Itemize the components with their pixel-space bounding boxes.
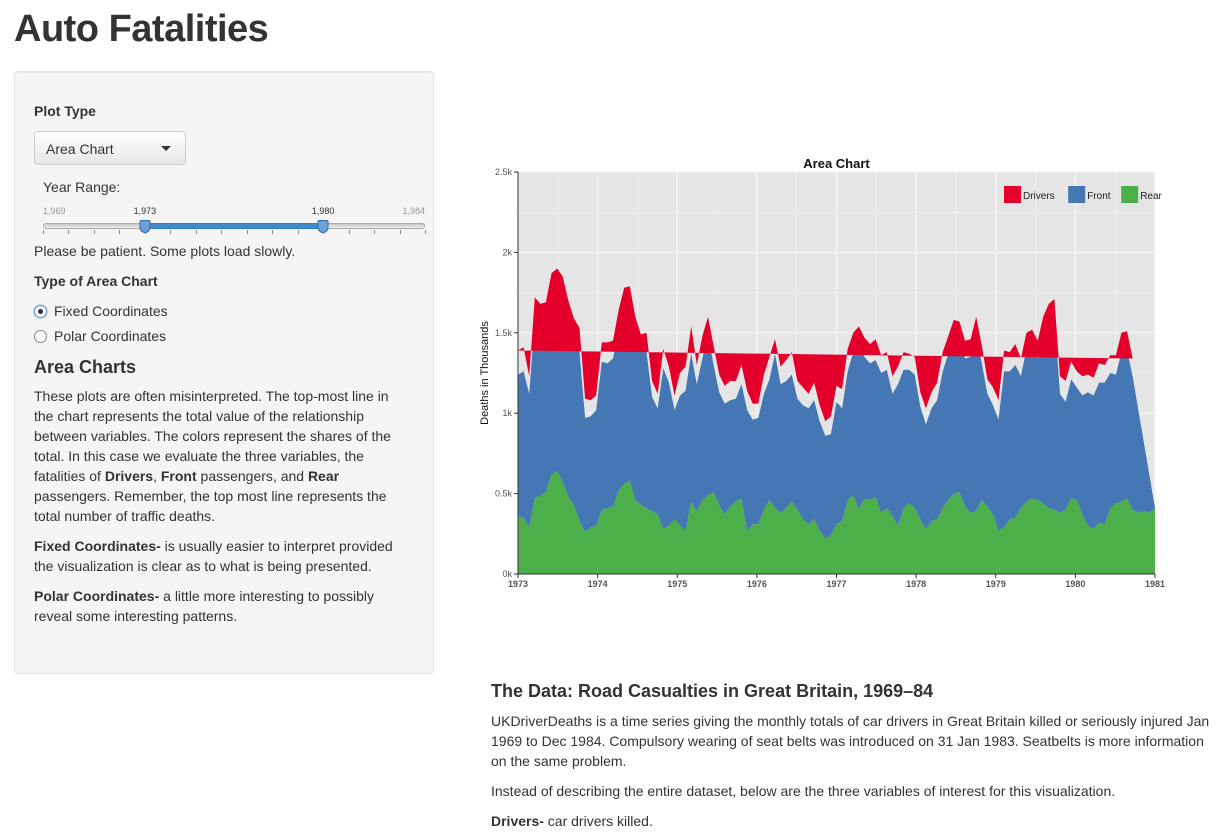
fixed-desc: is usually easier to interpret provided … <box>34 538 393 574</box>
x-tick-label: 1974 <box>588 579 608 589</box>
desc-drivers: Drivers <box>104 468 154 484</box>
x-tick-label: 1976 <box>747 579 767 589</box>
year-range-label: Year Range: <box>43 179 121 195</box>
legend-swatch-rear <box>1121 186 1139 203</box>
polar-desc: a little more interesting to possibly re… <box>34 588 375 624</box>
plot-type-select[interactable]: Area Chart <box>34 131 186 165</box>
radio-button[interactable] <box>34 329 47 343</box>
radio-button-selected[interactable] <box>34 304 47 318</box>
drivers-desc: car drivers killed. <box>543 813 653 829</box>
caret-down-icon <box>161 146 171 151</box>
y-tick-label: 1k <box>502 408 512 418</box>
slider-max-label: 1,984 <box>402 206 425 216</box>
slider-tick <box>93 230 95 234</box>
x-tick-label: 1979 <box>986 579 1006 589</box>
area-series-drivers <box>518 268 1133 422</box>
slider-tick <box>170 230 172 234</box>
fixed-term: Fixed Coordinates- <box>34 538 161 554</box>
area-series-rear <box>518 471 1155 574</box>
data-description: UKDriverDeaths is a time series giving t… <box>491 713 1210 769</box>
y-axis-label: Deaths in Thousands <box>479 321 491 425</box>
year-range-slider[interactable]: 1,969 1,973 1,980 1,984 <box>43 202 426 242</box>
desc-comma: , <box>153 468 161 484</box>
slider-to-label: 1,980 <box>311 206 335 216</box>
area-type-label: Type of Area Chart <box>34 273 158 289</box>
radio-fixed-label: Fixed Coordinates <box>54 303 168 319</box>
data-heading: The Data: Road Casualties in Great Brita… <box>491 681 934 701</box>
drivers-term: Drivers- <box>491 813 544 829</box>
slider-tick <box>43 230 44 234</box>
y-tick-label: 2.5k <box>495 167 513 177</box>
area-charts-heading: Area Charts <box>34 357 137 377</box>
legend-swatch-front <box>1068 186 1086 203</box>
slider-selected-range <box>144 223 324 229</box>
legend-label-drivers: Drivers <box>1023 191 1055 202</box>
slider-tick <box>425 230 426 234</box>
x-tick-label: 1981 <box>1145 579 1165 589</box>
y-tick-label: 1.5k <box>495 328 513 338</box>
area-charts-description: These plots are often misinterpreted. Th… <box>34 386 409 526</box>
drivers-definition: Drivers- car drivers killed. <box>491 811 1216 831</box>
x-tick-label: 1975 <box>667 579 687 589</box>
slider-tick <box>68 230 70 234</box>
y-tick-label: 2k <box>502 247 512 257</box>
area-series-front <box>518 292 1155 539</box>
slider-handle-to[interactable] <box>317 220 329 233</box>
legend-label-front: Front <box>1087 191 1111 202</box>
slider-handle-from[interactable] <box>139 220 151 233</box>
slider-tick <box>119 230 121 234</box>
slider-min-label: 1,969 <box>43 206 66 216</box>
legend-label-rear: Rear <box>1140 191 1162 202</box>
area-chart: 0k 0.5k 1k 1.5k 2k 2.5k 1973 1974 1975 1976 1977 19… <box>476 150 1176 600</box>
slider-from-label: 1,973 <box>133 206 157 216</box>
area-chart-svg: 0k 0.5k 1k 1.5k 2k 2.5k 1973 1974 1975 1976 1977 19… <box>479 156 1165 589</box>
chart-title: Area Chart <box>803 156 870 171</box>
desc-text-3: passengers. Remember, the top most line … <box>34 488 387 524</box>
slider-tick <box>297 230 299 234</box>
slider-tick <box>221 230 223 234</box>
desc-rear: Rear <box>307 468 340 484</box>
desc-front: Front <box>160 468 197 484</box>
variables-intro: Instead of describing the entire dataset… <box>491 783 1116 799</box>
sidebar-panel: Plot Type Area Chart Year Range: 1,969 1… <box>14 71 434 674</box>
fixed-coordinates-description: Fixed Coordinates- is usually easier to … <box>34 536 409 576</box>
y-tick-label: 0k <box>502 569 512 579</box>
desc-text: These plots are often misinterpreted. Th… <box>34 388 391 484</box>
page-title: Auto Fatalities <box>14 8 269 50</box>
radio-polar-coordinates[interactable]: Polar Coordinates <box>34 328 166 344</box>
patience-note: Please be patient. Some plots load slowl… <box>34 243 296 259</box>
x-tick-label: 1980 <box>1065 579 1085 589</box>
radio-fixed-coordinates[interactable]: Fixed Coordinates <box>34 303 168 319</box>
x-tick-label: 1977 <box>826 579 846 589</box>
x-tick-label: 1973 <box>508 579 528 589</box>
y-tick-label: 0.5k <box>495 489 513 499</box>
polar-coordinates-description: Polar Coordinates- a little more interes… <box>34 586 409 626</box>
slider-tick <box>399 230 401 234</box>
x-tick-label: 1978 <box>906 579 926 589</box>
slider-tick <box>374 230 376 234</box>
plot-type-selected-value: Area Chart <box>46 141 114 157</box>
desc-text-2: passengers, and <box>196 468 308 484</box>
slider-tick <box>348 230 350 234</box>
slider-tick <box>272 230 274 234</box>
legend-swatch-drivers <box>1004 186 1021 203</box>
slider-tick <box>246 230 248 234</box>
polar-term: Polar Coordinates- <box>34 588 160 604</box>
slider-tick <box>195 230 197 234</box>
plot-type-label: Plot Type <box>34 103 96 119</box>
radio-polar-label: Polar Coordinates <box>54 328 167 344</box>
